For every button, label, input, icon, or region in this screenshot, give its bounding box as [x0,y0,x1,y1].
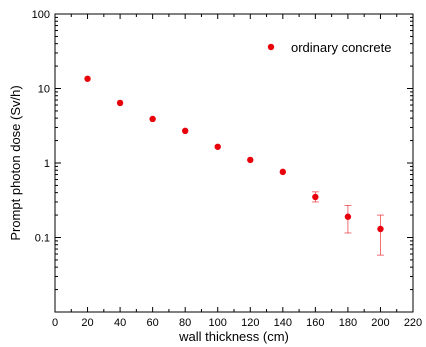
ticks-layer: 0 20 40 60 80 100 120 140 160 180 200 220 0.1 1 10 100 [32,9,423,329]
x-tick-label: 160 [306,317,324,329]
x-tick-label: 220 [404,317,422,329]
data-point [181,127,189,135]
x-axis-title: wall thickness (cm) [178,329,289,344]
legend-label: ordinary concrete [291,40,391,55]
y-tick-label: 0.1 [35,233,50,245]
data-point [84,75,91,82]
data-point [116,99,124,107]
legend: ordinary concrete [267,40,391,55]
x-tick-label: 60 [147,317,159,329]
plot-frame [54,13,414,313]
x-tick-label: 0 [52,317,58,329]
x-tick-label: 180 [339,317,357,329]
x-tick-label: 40 [114,317,126,329]
x-tick-label: 80 [179,317,191,329]
data-point [279,168,287,176]
x-tick-label: 140 [274,317,292,329]
y-axis-title: Prompt photon dose (Sv/h) [8,85,23,240]
data-point [377,225,384,233]
y-tick-label: 1 [44,158,50,170]
y-tick-label: 100 [32,9,50,21]
data-point [344,213,352,220]
x-tick-label: 120 [241,317,259,329]
x-tick-label: 200 [371,317,389,329]
data-point [214,143,221,150]
data-point [149,115,156,123]
y-tick-label: 10 [38,84,50,96]
x-tick-label: 100 [209,317,227,329]
x-tick-label: 20 [81,317,93,329]
legend-marker [267,43,275,51]
points-layer [84,75,384,256]
data-point [312,193,319,201]
data-point [247,156,254,164]
